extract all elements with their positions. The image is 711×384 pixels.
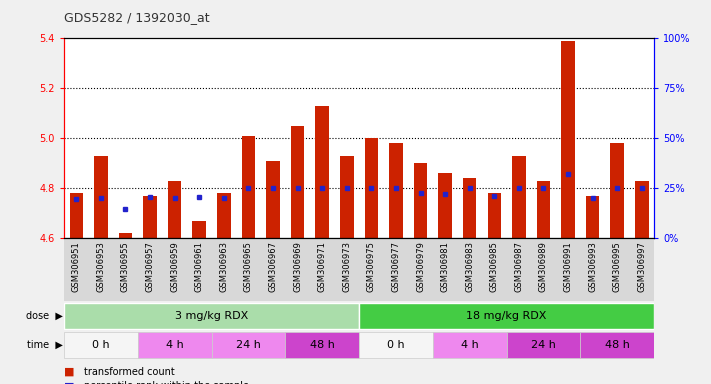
Text: GSM306993: GSM306993 [588, 241, 597, 292]
Text: time  ▶: time ▶ [28, 339, 63, 350]
Text: percentile rank within the sample: percentile rank within the sample [84, 381, 249, 384]
Bar [512, 156, 525, 238]
Text: 48 h: 48 h [310, 339, 335, 350]
Bar [433, 332, 506, 358]
Text: GSM306957: GSM306957 [146, 241, 154, 292]
Text: GSM306979: GSM306979 [416, 241, 425, 292]
Bar [119, 233, 132, 238]
Bar [217, 193, 230, 238]
Bar [635, 180, 648, 238]
Text: GSM306985: GSM306985 [490, 241, 499, 292]
Text: GSM306991: GSM306991 [564, 241, 572, 292]
Bar [94, 156, 107, 238]
Bar [586, 195, 599, 238]
Bar [285, 332, 359, 358]
Bar [359, 332, 433, 358]
Bar [561, 41, 574, 238]
Bar [291, 126, 304, 238]
Text: 4 h: 4 h [166, 339, 183, 350]
Text: GSM306967: GSM306967 [269, 241, 277, 292]
Bar [580, 332, 654, 358]
Bar [439, 173, 452, 238]
Text: 0 h: 0 h [92, 339, 109, 350]
Bar [138, 332, 212, 358]
Text: ■: ■ [64, 367, 75, 377]
Bar [64, 332, 138, 358]
Text: GSM306951: GSM306951 [72, 241, 81, 292]
Text: GSM306997: GSM306997 [637, 241, 646, 292]
Bar [463, 178, 476, 238]
Text: GSM306973: GSM306973 [342, 241, 351, 292]
Text: 0 h: 0 h [387, 339, 405, 350]
Text: GSM306981: GSM306981 [441, 241, 449, 292]
Bar [70, 193, 83, 238]
Bar [365, 138, 378, 238]
Text: 18 mg/kg RDX: 18 mg/kg RDX [466, 311, 547, 321]
Text: 3 mg/kg RDX: 3 mg/kg RDX [175, 311, 248, 321]
Text: 4 h: 4 h [461, 339, 479, 350]
Text: GSM306965: GSM306965 [244, 241, 253, 292]
Bar [611, 143, 624, 238]
Bar [389, 143, 402, 238]
Bar [212, 332, 285, 358]
Bar [242, 136, 255, 238]
Bar [316, 106, 329, 238]
Text: GSM306961: GSM306961 [195, 241, 204, 292]
Bar [414, 163, 427, 238]
Bar [537, 180, 550, 238]
Text: GSM306953: GSM306953 [97, 241, 105, 292]
Text: 24 h: 24 h [531, 339, 556, 350]
Text: 48 h: 48 h [605, 339, 630, 350]
Text: GSM306959: GSM306959 [170, 241, 179, 292]
Text: transformed count: transformed count [84, 367, 175, 377]
Bar [359, 303, 654, 329]
Bar [340, 156, 353, 238]
Text: dose  ▶: dose ▶ [26, 311, 63, 321]
Text: 24 h: 24 h [236, 339, 261, 350]
Text: GSM306975: GSM306975 [367, 241, 376, 292]
Text: ■: ■ [64, 381, 75, 384]
Text: GSM306989: GSM306989 [539, 241, 548, 292]
Text: GSM306955: GSM306955 [121, 241, 130, 292]
Bar [168, 180, 181, 238]
Bar [506, 332, 580, 358]
Text: GSM306987: GSM306987 [514, 241, 523, 292]
Text: GSM306983: GSM306983 [465, 241, 474, 292]
Bar [193, 220, 206, 238]
Text: GSM306963: GSM306963 [219, 241, 228, 292]
Text: GDS5282 / 1392030_at: GDS5282 / 1392030_at [64, 12, 210, 25]
Text: GSM306977: GSM306977 [392, 241, 400, 292]
Text: GSM306969: GSM306969 [293, 241, 302, 292]
Text: GSM306995: GSM306995 [613, 241, 621, 292]
Bar [144, 195, 157, 238]
Bar [64, 303, 359, 329]
Text: GSM306971: GSM306971 [318, 241, 326, 292]
Bar [266, 161, 279, 238]
Bar [488, 193, 501, 238]
